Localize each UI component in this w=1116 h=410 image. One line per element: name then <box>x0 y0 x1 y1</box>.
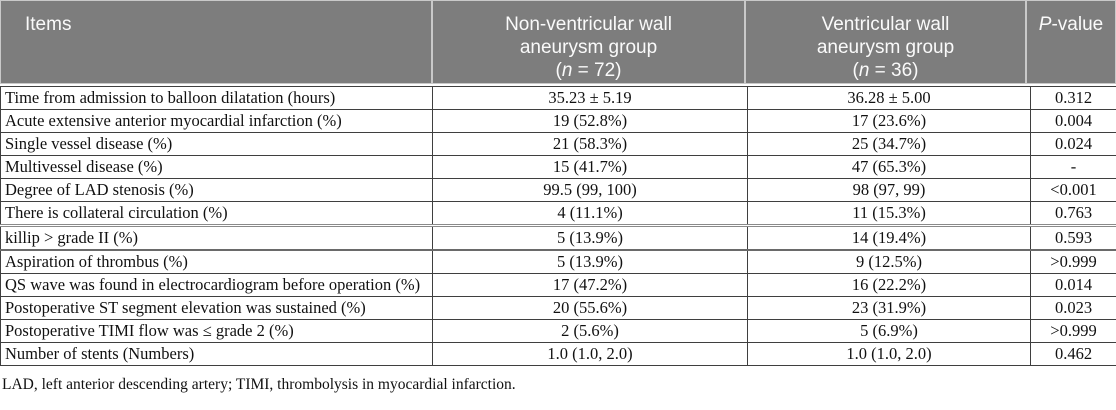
table-row: Degree of LAD stenosis (%) 99.5 (99, 100… <box>0 178 1116 202</box>
header-items-label: Items <box>25 14 72 35</box>
item-cell: Time from admission to balloon dilatatio… <box>0 86 433 110</box>
group2-cell: 16 (22.2%) <box>747 273 1031 297</box>
group2-cell: 11 (15.3%) <box>747 201 1031 226</box>
item-cell: Postoperative ST segment elevation was s… <box>0 296 433 320</box>
group1-sample-size: (n = 72) <box>555 60 622 81</box>
header-cell-group1: Non-ventricular wall aneurysm group (n =… <box>433 1 746 83</box>
item-cell: killip > grade II (%) <box>0 224 433 251</box>
pvalue-cell: 0.004 <box>1030 109 1116 133</box>
group1-cell: 19 (52.8%) <box>432 109 748 133</box>
table-header-row: Items Non-ventricular wall aneurysm grou… <box>0 0 1116 84</box>
group2-cell: 14 (19.4%) <box>747 224 1031 251</box>
pvalue-cell: >0.999 <box>1030 249 1116 274</box>
italic-p: P <box>1038 14 1052 35</box>
group2-cell: 17 (23.6%) <box>747 109 1031 133</box>
group2-title-line1: Ventricular wall <box>821 14 950 35</box>
pvalue-cell: 0.763 <box>1030 201 1116 226</box>
group1-cell: 17 (47.2%) <box>432 273 748 297</box>
group1-cell: 5 (13.9%) <box>432 224 748 251</box>
group1-cell: 99.5 (99, 100) <box>432 178 748 202</box>
italic-n: n <box>561 60 573 81</box>
pvalue-cell: 0.312 <box>1030 86 1116 110</box>
table-row: Postoperative ST segment elevation was s… <box>0 296 1116 320</box>
table-row: Aspiration of thrombus (%) 5 (13.9%) 9 (… <box>0 249 1116 274</box>
pvalue-cell: >0.999 <box>1030 319 1116 343</box>
group2-cell: 9 (12.5%) <box>747 249 1031 274</box>
pvalue-cell: - <box>1030 155 1116 179</box>
italic-n: n <box>858 60 870 81</box>
group1-cell: 4 (11.1%) <box>432 201 748 226</box>
group2-cell: 25 (34.7%) <box>747 132 1031 156</box>
pvalue-cell: <0.001 <box>1030 178 1116 202</box>
header-cell-pvalue: P-value <box>1027 1 1115 83</box>
group2-cell: 98 (97, 99) <box>747 178 1031 202</box>
group1-cell: 20 (55.6%) <box>432 296 748 320</box>
table-footnote: LAD, left anterior descending artery; TI… <box>2 376 516 393</box>
item-cell: Multivessel disease (%) <box>0 155 433 179</box>
table-row: Number of stents (Numbers) 1.0 (1.0, 2.0… <box>0 342 1116 366</box>
pvalue-cell: 0.462 <box>1030 342 1116 366</box>
item-cell: There is collateral circulation (%) <box>0 201 433 226</box>
group1-title-line1: Non-ventricular wall <box>505 14 672 35</box>
header-cell-items: Items <box>1 1 433 83</box>
group1-cell: 5 (13.9%) <box>432 249 748 274</box>
group2-title-line2: aneurysm group <box>816 37 955 58</box>
table-row: Acute extensive anterior myocardial infa… <box>0 109 1116 133</box>
table-row: Single vessel disease (%) 21 (58.3%) 25 … <box>0 132 1116 156</box>
item-cell: Aspiration of thrombus (%) <box>0 249 433 274</box>
item-cell: Number of stents (Numbers) <box>0 342 433 366</box>
group1-cell: 1.0 (1.0, 2.0) <box>432 342 748 366</box>
group1-cell: 15 (41.7%) <box>432 155 748 179</box>
group1-title-line2: aneurysm group <box>519 37 658 58</box>
group2-cell: 47 (65.3%) <box>747 155 1031 179</box>
pvalue-cell: 0.593 <box>1030 224 1116 251</box>
pvalue-cell: 0.024 <box>1030 132 1116 156</box>
group2-cell: 1.0 (1.0, 2.0) <box>747 342 1031 366</box>
group2-sample-size: (n = 36) <box>852 60 919 81</box>
table-row: Multivessel disease (%) 15 (41.7%) 47 (6… <box>0 155 1116 179</box>
table-row: Postoperative TIMI flow was ≤ grade 2 (%… <box>0 319 1116 343</box>
header-cell-group2: Ventricular wall aneurysm group (n = 36) <box>746 1 1027 83</box>
group2-cell: 36.28 ± 5.00 <box>747 86 1031 110</box>
group2-cell: 23 (31.9%) <box>747 296 1031 320</box>
item-cell: QS wave was found in electrocardiogram b… <box>0 273 433 297</box>
pvalue-cell: 0.014 <box>1030 273 1116 297</box>
item-cell: Single vessel disease (%) <box>0 132 433 156</box>
comparison-table-body: Time from admission to balloon dilatatio… <box>0 86 1116 366</box>
group1-cell: 21 (58.3%) <box>432 132 748 156</box>
group2-cell: 5 (6.9%) <box>747 319 1031 343</box>
item-cell: Degree of LAD stenosis (%) <box>0 178 433 202</box>
item-cell: Acute extensive anterior myocardial infa… <box>0 109 433 133</box>
table-row: Time from admission to balloon dilatatio… <box>0 86 1116 110</box>
item-cell: Postoperative TIMI flow was ≤ grade 2 (%… <box>0 319 433 343</box>
group1-cell: 35.23 ± 5.19 <box>432 86 748 110</box>
pvalue-cell: 0.023 <box>1030 296 1116 320</box>
table-row: There is collateral circulation (%) 4 (1… <box>0 201 1116 226</box>
table-row: killip > grade II (%) 5 (13.9%) 14 (19.4… <box>0 224 1116 251</box>
pvalue-label: P-value <box>1038 14 1104 35</box>
table-row: QS wave was found in electrocardiogram b… <box>0 273 1116 297</box>
group1-cell: 2 (5.6%) <box>432 319 748 343</box>
